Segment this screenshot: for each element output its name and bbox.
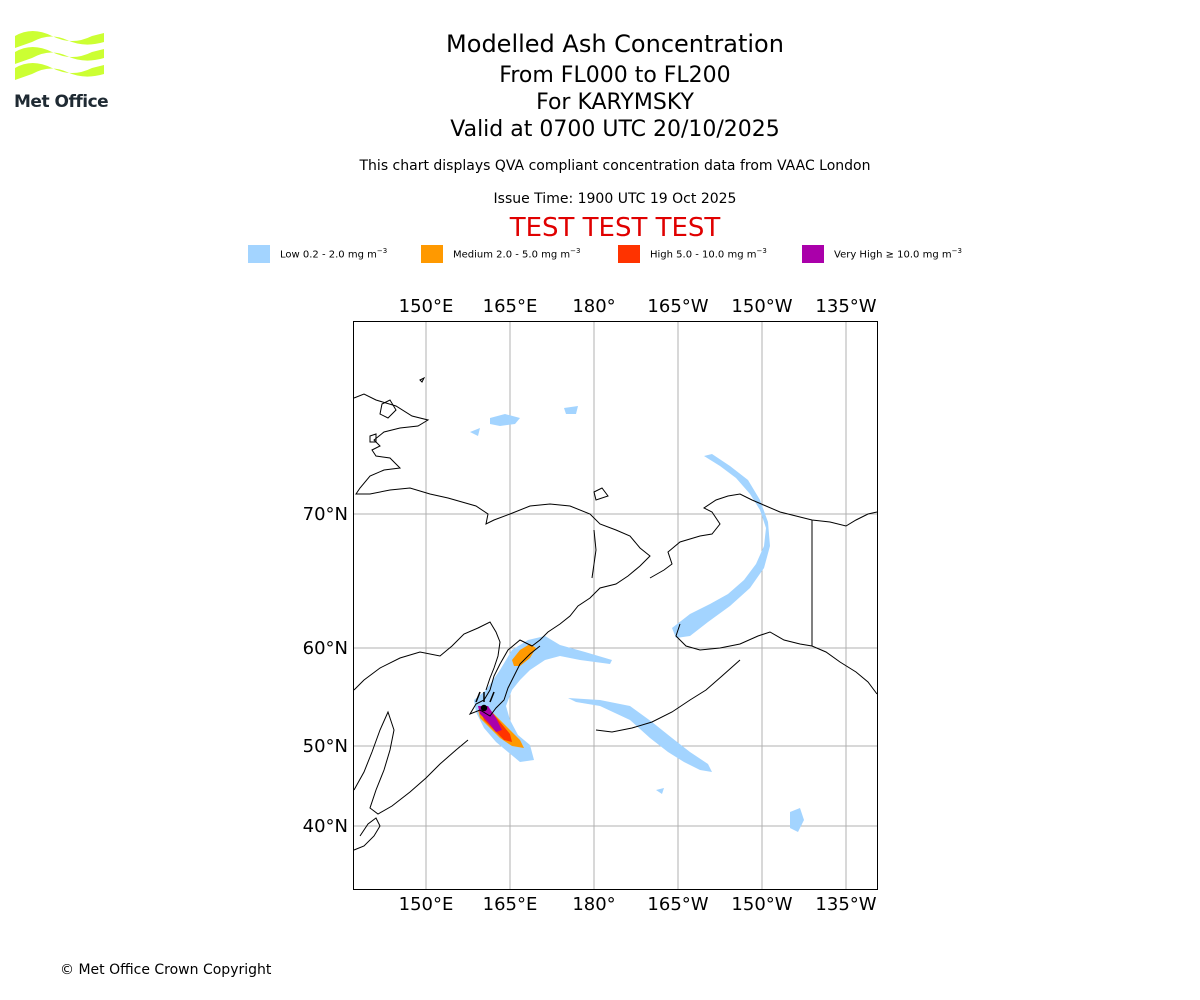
lat-label-50n: 50°N [303, 736, 348, 757]
volcano-name: For KARYMSKY [536, 90, 694, 115]
legend-label-high: High 5.0 - 10.0 mg m [650, 249, 757, 261]
lon-label-top-180: 180° [572, 296, 615, 317]
lon-label-bottom-150w: 150°W [731, 894, 792, 915]
legend-swatch-very-high [802, 245, 824, 263]
legend-swatch-medium [421, 245, 443, 263]
legend-label-very-high: Very High ≥ 10.0 mg m [834, 249, 952, 261]
met-office-logo-icon [15, 31, 104, 80]
legend-label-medium: Medium 2.0 - 5.0 mg m [453, 249, 571, 261]
legend-swatch-high [618, 245, 640, 263]
lon-label-top-150e: 150°E [399, 296, 454, 317]
flight-level-range: From FL000 to FL200 [499, 63, 731, 88]
lon-label-top-135w: 135°W [815, 296, 876, 317]
lon-label-top-150w: 150°W [731, 296, 792, 317]
lon-label-bottom-135w: 135°W [815, 894, 876, 915]
lat-label-60n: 60°N [303, 638, 348, 659]
valid-time: Valid at 0700 UTC 20/10/2025 [450, 117, 780, 142]
test-banner: TEST TEST TEST [509, 213, 721, 243]
chart-title: Modelled Ash Concentration [446, 30, 784, 58]
lat-label-40n: 40°N [303, 816, 348, 837]
chart-subtitle: This chart displays QVA compliant concen… [359, 158, 871, 174]
issue-time: Issue Time: 1900 UTC 19 Oct 2025 [493, 191, 737, 207]
lat-label-70n: 70°N [303, 504, 348, 525]
top-longitude-labels: 150°E 165°E 180° 165°W 150°W 135°W [399, 296, 877, 317]
lon-label-bottom-165w: 165°W [647, 894, 708, 915]
lon-label-top-165w: 165°W [647, 296, 708, 317]
logo-text: Met Office [14, 92, 109, 112]
bottom-longitude-labels: 150°E 165°E 180° 165°W 150°W 135°W [399, 894, 877, 915]
lon-label-bottom-180: 180° [572, 894, 615, 915]
legend-swatch-low [248, 245, 270, 263]
lon-label-top-165e: 165°E [483, 296, 538, 317]
latitude-labels: 70°N 60°N 50°N 40°N [303, 504, 348, 837]
lon-label-bottom-150e: 150°E [399, 894, 454, 915]
graticule [354, 322, 877, 889]
volcano-marker-icon [475, 691, 495, 712]
ash-low-concentration [470, 406, 804, 832]
lon-label-bottom-165e: 165°E [483, 894, 538, 915]
map-frame [353, 321, 878, 890]
copyright-notice: © Met Office Crown Copyright [60, 962, 272, 978]
legend-label-low: Low 0.2 - 2.0 mg m [280, 249, 377, 261]
coastlines [353, 376, 878, 851]
